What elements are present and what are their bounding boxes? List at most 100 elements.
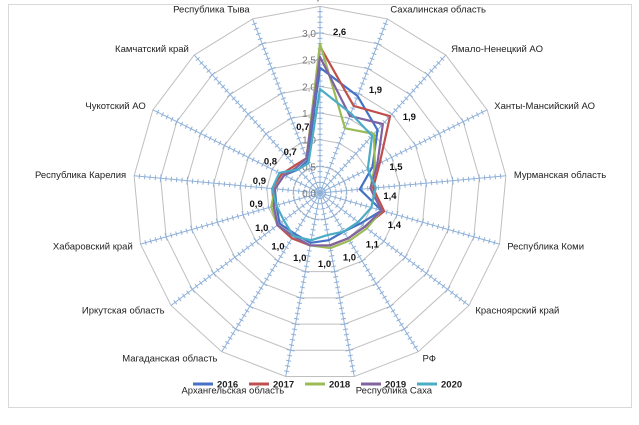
spoke-tick bbox=[441, 225, 445, 231]
spoke-tick bbox=[260, 281, 268, 287]
spoke-tick bbox=[394, 248, 399, 254]
spoke-tick bbox=[264, 277, 270, 281]
spoke-tick bbox=[287, 116, 296, 121]
spoke-tick bbox=[246, 303, 254, 309]
spoke-tick bbox=[382, 295, 387, 300]
spoke-tick bbox=[413, 345, 418, 349]
spoke-tick bbox=[400, 213, 404, 219]
spoke-tick bbox=[340, 317, 347, 320]
spoke-tick bbox=[263, 52, 269, 56]
spoke-tick bbox=[359, 202, 363, 208]
spoke-tick bbox=[282, 102, 288, 105]
spoke-tick bbox=[354, 250, 359, 254]
spoke-tick bbox=[381, 27, 387, 31]
spoke-tick bbox=[247, 210, 250, 216]
spoke-tick bbox=[458, 296, 463, 302]
spoke-tick bbox=[303, 175, 308, 180]
spoke-tick bbox=[250, 300, 256, 304]
spoke-tick bbox=[237, 251, 242, 257]
spoke-tick bbox=[286, 241, 292, 245]
spoke-tick bbox=[339, 312, 346, 315]
spoke-tick bbox=[335, 203, 339, 209]
spoke-tick bbox=[298, 170, 306, 177]
chart-frame bbox=[8, 4, 632, 408]
spoke-tick bbox=[337, 223, 343, 227]
spoke-tick bbox=[224, 340, 230, 345]
spoke-tick bbox=[396, 104, 402, 109]
spoke-tick bbox=[409, 145, 413, 151]
spoke-tick bbox=[340, 322, 349, 326]
spoke-tick bbox=[261, 47, 267, 51]
spoke-tick bbox=[372, 281, 380, 287]
spoke-tick bbox=[144, 240, 147, 246]
spoke-tick bbox=[262, 232, 267, 238]
spoke-tick bbox=[299, 181, 303, 186]
spoke-tick bbox=[377, 37, 383, 41]
spoke-tick bbox=[280, 97, 286, 100]
data-label: 0,7 bbox=[284, 147, 297, 158]
spoke-tick bbox=[330, 213, 338, 219]
spoke-tick bbox=[237, 150, 241, 156]
spoke-tick bbox=[334, 170, 342, 177]
spoke-tick bbox=[462, 231, 465, 237]
spoke-tick bbox=[320, 217, 329, 221]
spoke-tick bbox=[333, 275, 339, 278]
spoke-tick bbox=[244, 309, 250, 313]
spoke-tick bbox=[315, 186, 321, 190]
spoke-tick bbox=[411, 88, 416, 93]
spoke-tick bbox=[149, 238, 152, 244]
spoke-tick bbox=[311, 223, 317, 226]
spoke-tick bbox=[346, 159, 351, 164]
spoke-tick bbox=[352, 216, 356, 222]
spoke-tick bbox=[245, 245, 250, 250]
spoke-tick bbox=[370, 277, 376, 281]
spoke-tick bbox=[293, 177, 299, 185]
spoke-tick bbox=[303, 265, 309, 268]
spoke-tick bbox=[326, 204, 331, 209]
spoke-tick bbox=[330, 260, 336, 263]
spoke-tick bbox=[441, 283, 446, 289]
spoke-tick bbox=[356, 171, 360, 177]
spoke-tick bbox=[255, 32, 261, 36]
spoke-tick bbox=[393, 108, 398, 113]
spoke-tick bbox=[210, 269, 217, 277]
spoke-tick bbox=[222, 345, 227, 349]
spoke-tick bbox=[275, 82, 281, 85]
spoke-tick bbox=[291, 328, 298, 331]
grid-ring bbox=[213, 85, 427, 299]
spoke-tick bbox=[411, 261, 416, 267]
spoke-tick bbox=[416, 218, 419, 224]
spoke-tick bbox=[321, 213, 327, 215]
spoke-tick bbox=[281, 151, 287, 156]
spoke-tick bbox=[189, 285, 196, 293]
data-label: 0,8 bbox=[264, 156, 277, 167]
data-label: 1,0 bbox=[255, 223, 268, 234]
spoke-tick bbox=[305, 254, 311, 257]
spoke-tick bbox=[189, 126, 193, 132]
spoke-tick bbox=[297, 223, 303, 227]
spoke-tick bbox=[156, 109, 160, 115]
grid-ring bbox=[133, 5, 507, 377]
spoke bbox=[170, 192, 321, 306]
spoke-tick bbox=[241, 248, 246, 254]
spoke-tick bbox=[300, 218, 306, 222]
legend-label: 2016 bbox=[217, 380, 238, 391]
spoke-tick bbox=[295, 227, 300, 232]
spoke-tick bbox=[265, 57, 271, 61]
spoke bbox=[319, 192, 419, 352]
spoke-tick bbox=[184, 123, 188, 129]
spoke-tick bbox=[444, 285, 451, 293]
spoke-tick bbox=[344, 196, 348, 205]
spoke-tick bbox=[270, 166, 274, 172]
spoke-tick bbox=[347, 354, 353, 357]
spoke-tick bbox=[344, 116, 353, 121]
spoke-tick bbox=[407, 336, 413, 340]
spoke-tick bbox=[424, 71, 432, 78]
spoke-tick bbox=[298, 291, 304, 294]
spoke-tick bbox=[325, 166, 334, 171]
spoke-tick bbox=[294, 131, 300, 135]
spoke-tick bbox=[232, 147, 236, 153]
spoke bbox=[285, 192, 321, 377]
spoke-tick bbox=[423, 269, 430, 277]
spoke-tick bbox=[335, 286, 341, 289]
